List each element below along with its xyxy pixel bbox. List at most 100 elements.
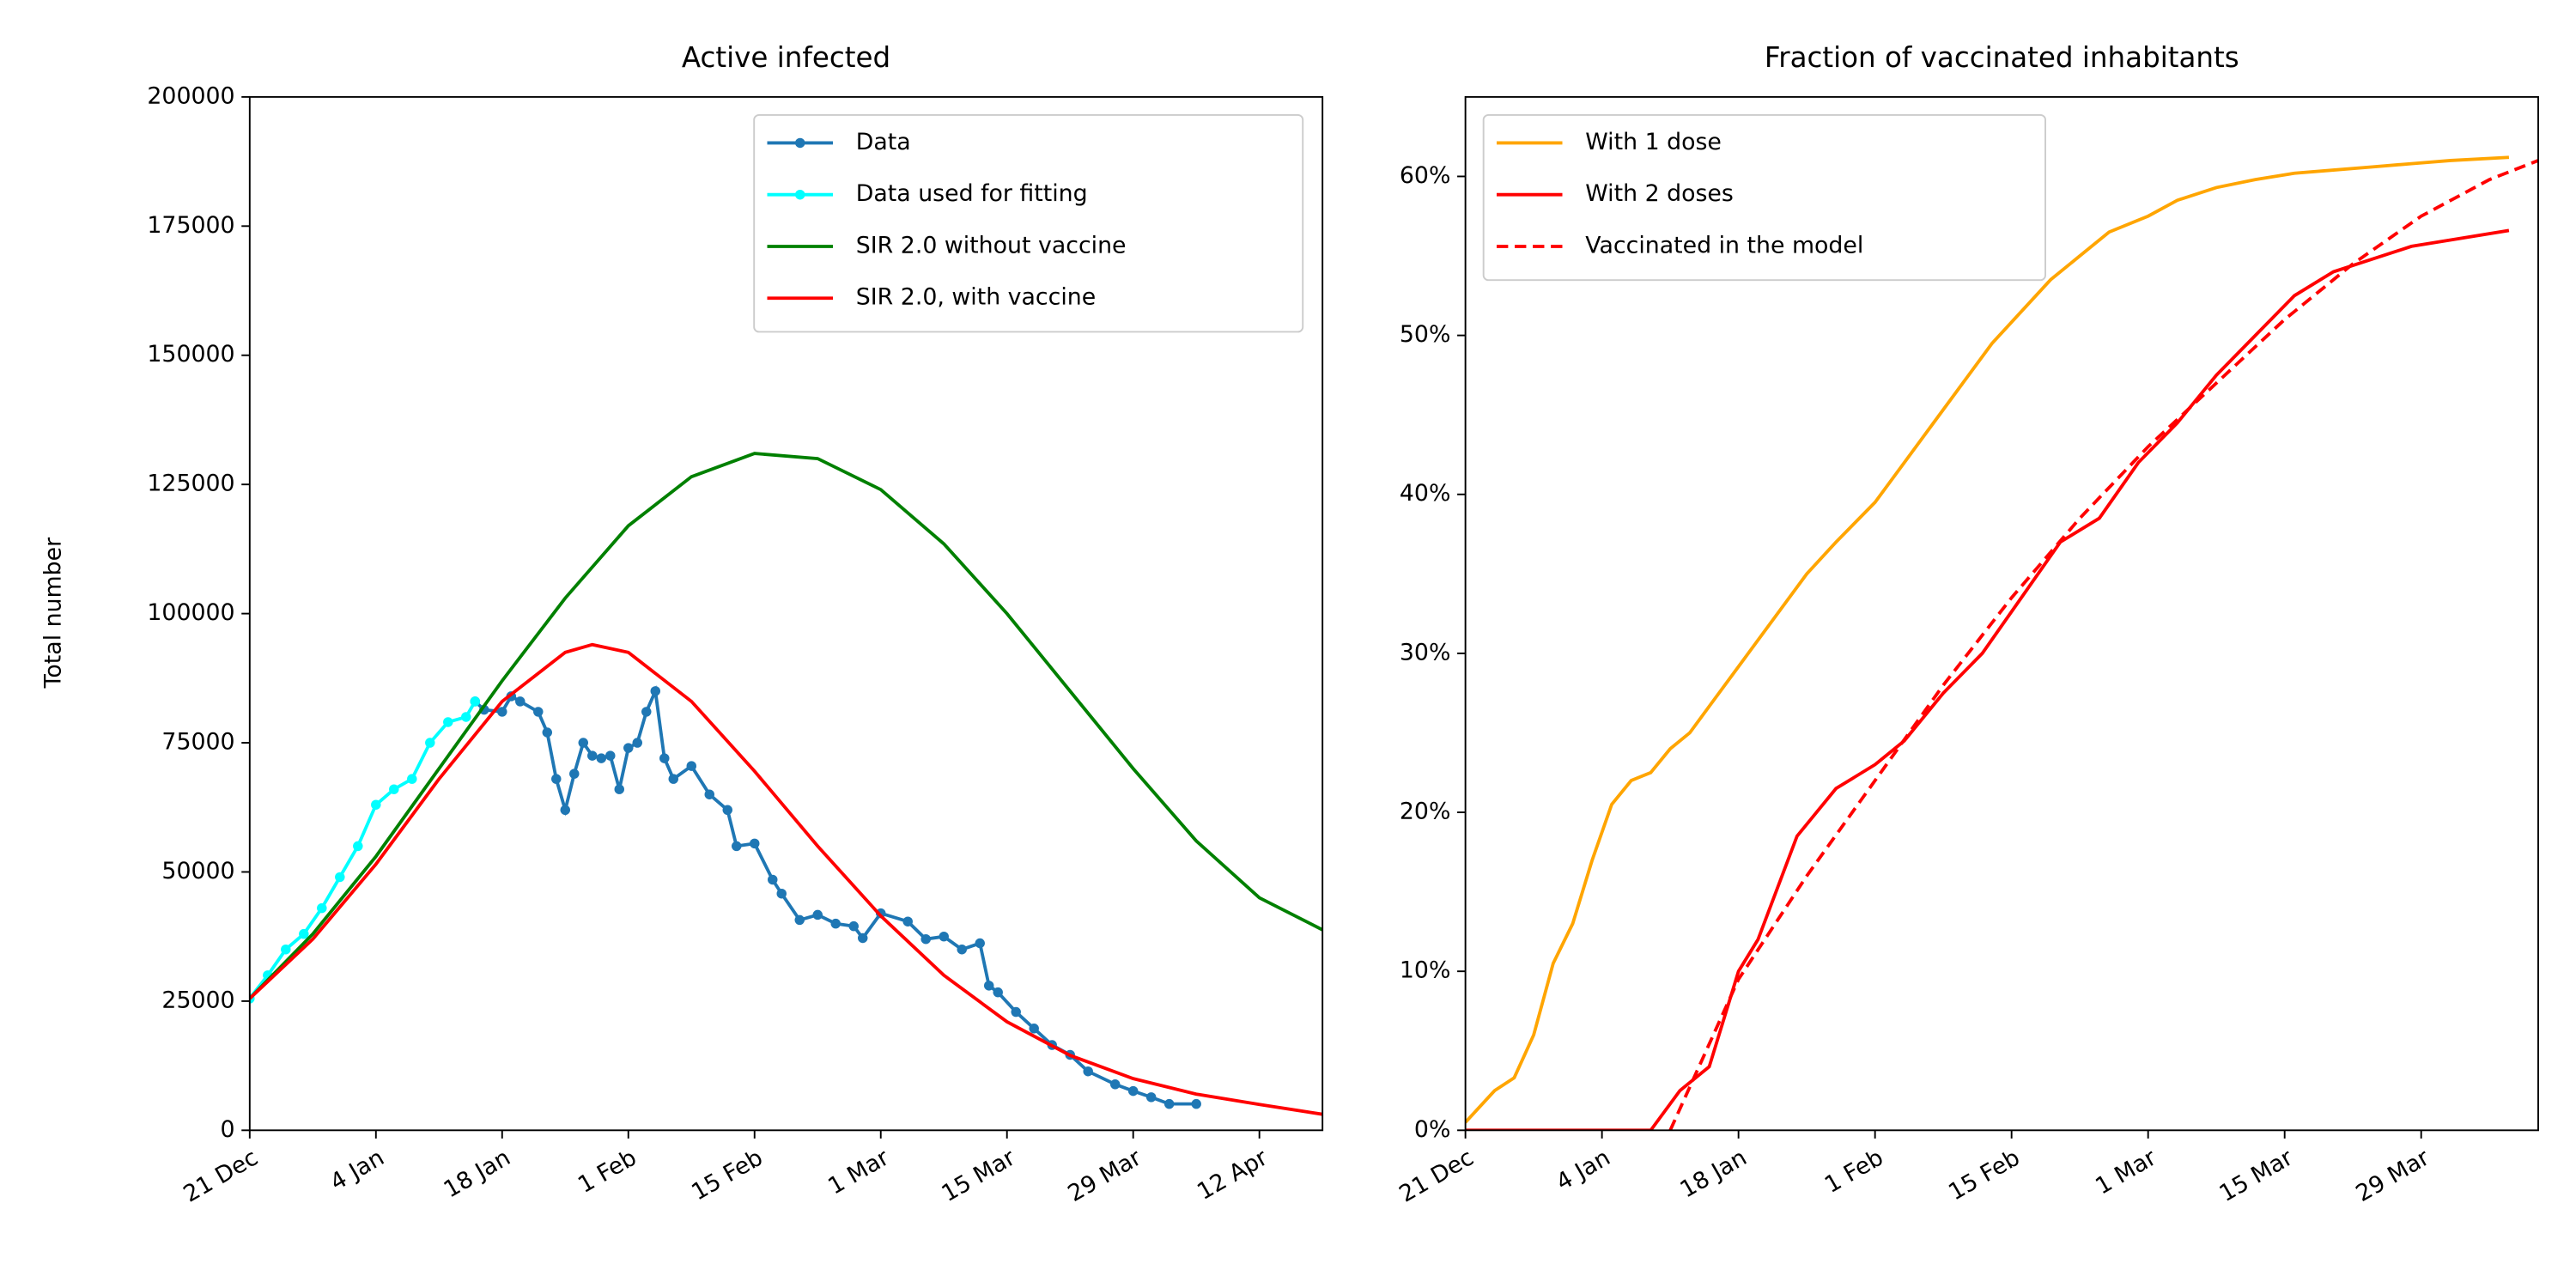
x-tick-label: 18 Jan xyxy=(440,1145,515,1204)
data-point xyxy=(902,916,913,927)
x-tick-label: 15 Feb xyxy=(1944,1145,2024,1206)
data-point xyxy=(317,902,327,914)
data-point xyxy=(722,805,732,815)
legend: Data Data used for fitting SIR 2.0 without… xyxy=(753,113,1304,333)
data-point xyxy=(1191,1098,1201,1109)
data-point xyxy=(623,743,634,753)
y-tick-label: 75000 xyxy=(161,729,234,756)
data-point xyxy=(939,931,949,942)
data-point xyxy=(668,774,679,784)
x-tick-label: 12 Apr xyxy=(1193,1145,1272,1206)
series-line xyxy=(473,684,1197,1106)
data-point xyxy=(407,774,417,784)
data-point xyxy=(1083,1066,1093,1077)
x-tick-label: 29 Mar xyxy=(1063,1145,1145,1207)
legend-box xyxy=(1482,113,2046,282)
series-line xyxy=(249,642,1323,1116)
data-point xyxy=(1145,1092,1157,1103)
plot-area xyxy=(1465,155,2538,1131)
x-tick-label: 15 Feb xyxy=(687,1145,767,1206)
data-point xyxy=(983,981,994,991)
series-line xyxy=(1668,159,2538,1131)
data-point xyxy=(425,738,435,748)
x-tick-label: 21 Dec xyxy=(179,1145,263,1208)
data-point xyxy=(497,707,507,717)
data-point xyxy=(750,838,760,849)
data-point xyxy=(1163,1098,1175,1109)
y-tick-label: 175000 xyxy=(147,212,234,239)
chart-title: Active infected xyxy=(682,41,890,74)
data-point xyxy=(686,761,696,771)
data-point xyxy=(461,712,471,722)
chart-title: Fraction of vaccinated inhabitants xyxy=(1765,41,2239,74)
x-tick-label: 29 Mar xyxy=(2351,1145,2433,1207)
legend-marker xyxy=(795,137,805,149)
series-line xyxy=(1465,155,2510,1124)
data-point xyxy=(659,753,670,763)
legend: With 1 dose With 2 doses Vaccinated in the… xyxy=(1482,113,2046,282)
data-point xyxy=(551,774,562,784)
legend-label: Data used for fitting xyxy=(856,180,1088,207)
data-point xyxy=(569,769,580,779)
data-point xyxy=(641,707,652,717)
data-point xyxy=(587,750,598,761)
y-tick-label: 50000 xyxy=(161,858,234,884)
y-tick-label: 0% xyxy=(1414,1116,1450,1143)
plot-frame xyxy=(248,95,1324,1132)
x-tick-label: 4 Jan xyxy=(1552,1145,1614,1196)
data-point xyxy=(1011,1006,1021,1018)
legend-label: Data xyxy=(856,129,911,155)
y-tick-label: 150000 xyxy=(147,341,234,368)
series-line xyxy=(249,452,1323,1000)
x-tick-label: 18 Jan xyxy=(1675,1145,1751,1204)
y-tick-label: 30% xyxy=(1400,639,1451,665)
data-point xyxy=(704,789,714,799)
data-point xyxy=(299,928,309,939)
y-tick-label: 10% xyxy=(1400,957,1451,984)
data-point xyxy=(515,696,526,707)
y-tick-label: 100000 xyxy=(147,599,234,626)
legend-box xyxy=(753,113,1304,333)
data-point xyxy=(650,686,661,696)
plot-area xyxy=(249,452,1323,1116)
data-point xyxy=(1109,1079,1121,1090)
series-line xyxy=(1465,228,2510,1131)
y-tick-label: 200000 xyxy=(147,82,234,109)
data-point xyxy=(542,727,553,738)
data-point xyxy=(443,717,453,727)
data-point xyxy=(371,799,381,810)
y-axis-label: Total number xyxy=(40,538,67,689)
data-point xyxy=(1127,1085,1139,1097)
data-point xyxy=(470,696,481,707)
data-point xyxy=(605,750,616,761)
data-point xyxy=(993,987,1003,998)
x-tick-label: 1 Feb xyxy=(574,1145,641,1199)
x-tick-label: 1 Feb xyxy=(1820,1145,1888,1199)
data-point xyxy=(776,888,787,899)
y-tick-label: 20% xyxy=(1400,799,1451,825)
legend-marker xyxy=(795,189,805,200)
legend-label: With 1 dose xyxy=(1585,129,1722,155)
data-point xyxy=(578,738,589,748)
y-tick-label: 60% xyxy=(1400,162,1451,189)
data-point xyxy=(768,874,778,885)
x-tick-label: 4 Jan xyxy=(325,1145,388,1196)
data-point xyxy=(975,938,985,949)
legend-label: SIR 2.0 without vaccine xyxy=(856,232,1127,258)
x-tick-label: 21 Dec xyxy=(1394,1145,1478,1208)
plot-frame xyxy=(1464,95,2539,1132)
data-point xyxy=(632,738,643,748)
data-point xyxy=(812,909,823,920)
data-point xyxy=(353,841,363,852)
data-point xyxy=(596,753,607,763)
data-point xyxy=(957,944,967,955)
y-tick-label: 25000 xyxy=(161,987,234,1013)
x-tick-label: 15 Mar xyxy=(938,1145,1020,1207)
data-point xyxy=(614,784,625,794)
data-point xyxy=(281,944,291,955)
y-tick-label: 40% xyxy=(1400,480,1451,507)
series-line xyxy=(249,700,477,1000)
data-point xyxy=(533,707,544,717)
data-point xyxy=(920,933,931,945)
legend-label: Vaccinated in the model xyxy=(1585,232,1863,258)
